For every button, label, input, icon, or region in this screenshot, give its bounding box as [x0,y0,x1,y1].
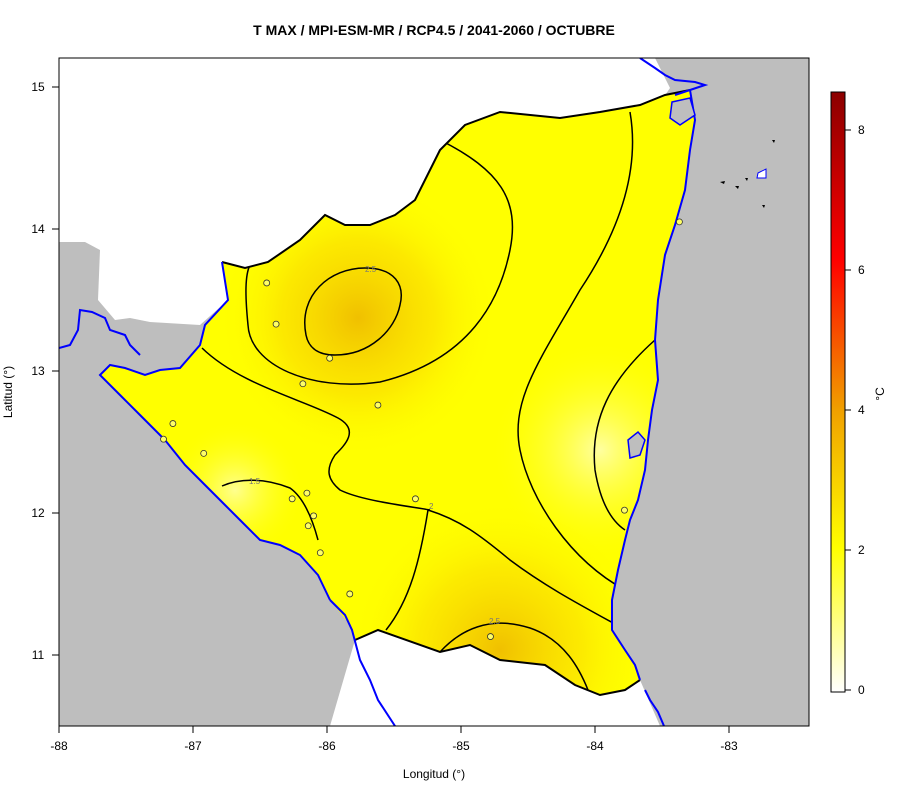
pacific-coastline [98,261,331,601]
lake-bismuna [669,97,696,126]
contour-line [593,339,656,531]
station-marker [303,489,311,497]
colorbar-tick-label: 6 [858,263,865,277]
contour-line [385,509,636,636]
station-marker [487,633,494,640]
y-tick-label: 13 [31,364,45,378]
lake-pearl-lagoon [627,430,646,459]
colorbar-tick-label: 8 [858,123,865,137]
station-marker [310,512,318,520]
colorbar-tick-label: 2 [858,543,865,557]
honduras-coastline [639,58,709,96]
corn-island [756,168,767,179]
fonseca-coastline [59,308,141,356]
station-marker [676,218,683,226]
costa-rica-coastline [329,599,396,726]
x-axis-title: Longitud (°) [403,767,465,781]
x-tick-label: -88 [50,739,68,753]
station-marker [346,590,354,598]
contour-line [304,267,402,356]
station-marker [160,435,167,443]
station-marker [288,495,296,503]
y-tick-label: 14 [31,222,45,236]
nicaragua-outline [221,89,691,697]
contour-line [245,139,514,385]
y-axis [52,86,59,656]
contour-line [439,622,589,691]
costa-rica-land [330,630,660,726]
colorbar-tick-label: 0 [858,683,865,697]
contour-label: 1.5 [249,477,261,486]
colorbar-gradient [830,91,846,693]
station-marker [316,549,324,557]
honduras-land [59,58,670,325]
x-tick-label: -84 [586,739,604,753]
contour-label: 2 [429,502,434,511]
y-tick-label: 11 [32,648,45,662]
contour-line [201,347,431,511]
station-marker [412,495,419,503]
contour-label: 2.5 [489,617,501,626]
contour-line [517,111,634,591]
station-markers [160,218,683,640]
station-marker [299,380,307,388]
caribbean-coastline [611,89,697,681]
x-tick-label: -83 [720,739,738,753]
map-title: T MAX / MPI-ESM-MR / RCP4.5 / 2041-2060 … [253,22,615,38]
costa-rica-caribbean-coast [644,689,665,726]
station-marker [374,401,382,409]
contour-line [221,479,319,541]
station-marker [263,279,271,287]
x-tick-label: -87 [184,739,202,753]
plot-frame [58,57,810,727]
colorbar-tick-label: 4 [858,403,865,417]
colorbar: 0 2 4 6 8 °C [830,91,887,697]
station-marker [326,354,334,362]
x-tick-label: -85 [452,739,470,753]
y-tick-label: 15 [31,80,45,94]
station-marker [272,320,280,328]
contour-label: 2.5 [365,265,377,274]
x-tick-label: -86 [318,739,336,753]
y-axis-title: Latitud (°) [1,366,15,418]
station-marker [169,420,177,427]
station-marker [200,449,208,457]
x-axis [58,726,730,733]
colorbar-unit-label: °C [873,387,887,401]
station-marker [621,506,628,514]
station-marker [304,522,312,530]
y-tick-label: 12 [31,506,45,520]
